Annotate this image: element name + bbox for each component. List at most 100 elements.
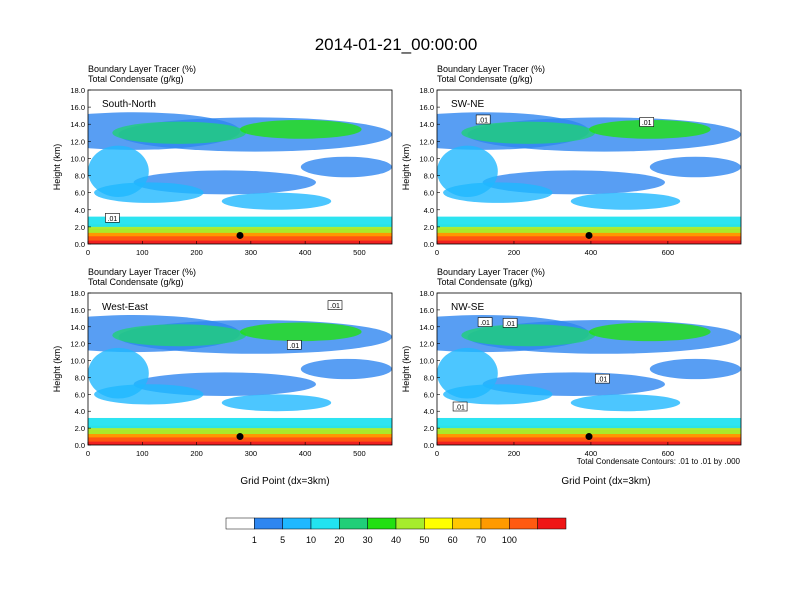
y-tick-label: 2.0 [75,424,85,433]
contour-label: .01 [455,405,465,412]
contour-label: .01 [598,377,608,384]
x-tick-label: 400 [585,449,598,458]
colorbar-swatch [452,517,482,530]
contour-label-box [477,317,493,327]
y-tick-label: 12.0 [419,340,434,349]
tracer-blob [649,358,741,380]
colorbar-swatch [424,517,453,530]
y-tick-label: 4.0 [75,407,85,416]
x-tick-label: 500 [353,248,366,257]
y-tick-label: 6.0 [424,390,434,399]
subtitle-tracer: Boundary Layer Tracer (%) [88,64,196,74]
tracer-blob [239,119,362,139]
colorbar-label: 40 [391,535,401,545]
panel-2: .01 .01 West-East Boundary Layer Tracer (%)… [52,267,393,458]
colorbar-swatch [282,517,312,530]
colorbar-label: 100 [502,535,517,545]
x-tick-label: 400 [299,248,312,257]
y-tick-label: 14.0 [70,323,85,332]
colorbar-label: 1 [252,535,257,545]
contour-label: .01 [289,343,299,350]
y-tick-label: 12.0 [419,137,434,146]
y-tick-label: 8.0 [424,373,434,382]
plot-area: .01 .01 [437,90,741,244]
panel-0: .01 South-North Boundary Layer Tracer (%)T… [52,64,393,257]
y-tick-label: 2.0 [424,223,434,232]
location-marker [236,231,244,239]
contour-label: .01 [108,216,118,223]
y-tick-label: 2.0 [424,424,434,433]
tracer-blob [437,145,498,197]
colorbar-swatch [480,517,510,530]
plot-area: .01 .01 .01 .01 [437,293,741,445]
colorbar-label: 50 [419,535,429,545]
tracer-blob [300,156,392,178]
y-tick-label: 10.0 [70,357,85,366]
contour-label-box [452,401,468,412]
y-tick-label: 16.0 [419,103,434,112]
contour-label-box [105,213,120,223]
subtitle-tracer: Boundary Layer Tracer (%) [88,267,196,277]
location-marker [585,433,593,441]
tracer-blob [88,347,149,399]
y-tick-label: 10.0 [70,154,85,163]
y-tick-label: 16.0 [70,306,85,315]
tracer-blob [461,121,596,144]
plot-frame [436,292,742,446]
subtitle-condensate: Total Condensate (g/kg) [88,277,184,287]
colorbar-swatch [509,517,538,530]
x-tick-label: 100 [136,449,149,458]
colorbar-label: 10 [306,535,316,545]
colorbar-swatch [339,517,368,530]
x-tick-label: 100 [136,248,149,257]
tracer-blob [570,394,681,412]
y-tick-label: 2.0 [75,223,85,232]
location-marker [585,231,593,239]
panel-1: .01 .01 SW-NE Boundary Layer Tracer (%)Tota… [401,64,742,257]
colorbar-swatch [225,517,255,530]
plot-frame [436,89,742,245]
tracer-blob [589,119,711,139]
y-tick-label: 12.0 [70,137,85,146]
tracer-blob [437,347,498,399]
y-tick-label: 16.0 [70,103,85,112]
y-axis-label: Height (km) [52,346,62,393]
contour-label-box [595,373,610,384]
tracer-band [88,425,392,435]
y-tick-label: 14.0 [70,120,85,129]
contour-label-box [475,114,491,125]
y-tick-label: 0.0 [424,240,434,249]
y-tick-label: 6.0 [424,189,434,198]
x-tick-label: 600 [662,449,675,458]
colorbar-label: 5 [280,535,285,545]
y-tick-label: 18.0 [419,86,434,95]
y-axis-label: Height (km) [52,144,62,191]
contour-label-box [286,340,302,350]
tracer-blob [570,192,681,210]
plot-area: .01 [88,90,392,244]
x-tick-label: 200 [508,449,521,458]
y-tick-label: 8.0 [75,373,85,382]
y-tick-label: 18.0 [419,289,434,298]
x-axis-label-right: Grid Point (dx=3km) [561,476,650,487]
y-axis-label: Height (km) [401,144,411,191]
y-tick-label: 0.0 [75,441,85,450]
tracer-blob [88,145,149,197]
x-tick-label: 200 [190,449,203,458]
subtitle-condensate: Total Condensate (g/kg) [437,74,533,84]
tracer-blob [112,121,247,144]
y-tick-label: 0.0 [75,240,85,249]
tracer-band [437,425,741,435]
contour-label: .01 [642,120,652,127]
y-tick-label: 4.0 [424,407,434,416]
y-axis-label: Height (km) [401,346,411,393]
plot-area: .01 .01 [88,293,392,445]
colorbar-label: 70 [476,535,486,545]
y-tick-label: 18.0 [70,86,85,95]
x-tick-label: 600 [662,248,675,257]
tracer-blob [300,358,392,380]
plot-frame [87,89,393,245]
x-tick-label: 300 [245,248,258,257]
